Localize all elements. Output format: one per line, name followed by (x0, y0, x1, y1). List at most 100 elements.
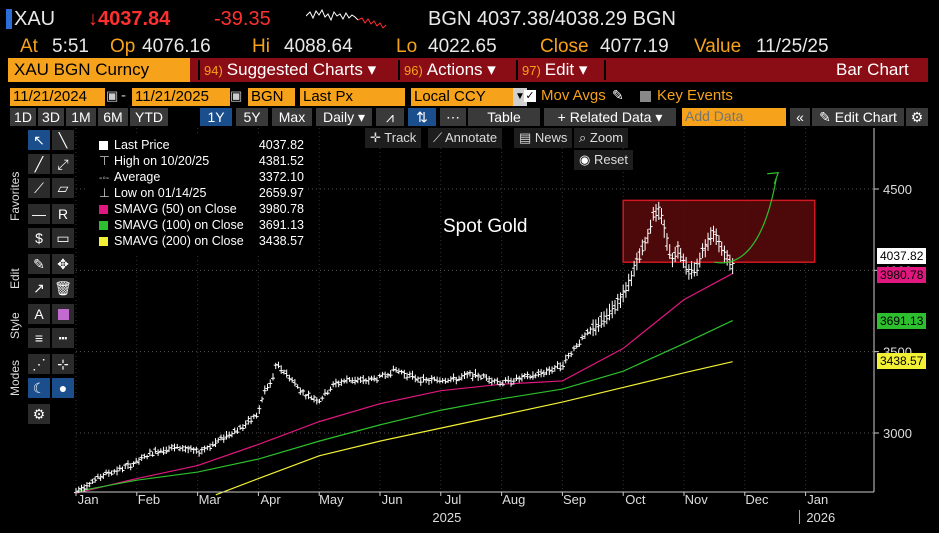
track-button[interactable]: ✛ Track (365, 128, 422, 148)
x-tick-label: Mar (199, 492, 222, 507)
x-tick-label: Oct (625, 492, 646, 507)
calendar-icon[interactable]: ▣ (230, 88, 243, 103)
period-1m[interactable]: 1M (66, 108, 96, 126)
line-width-icon[interactable]: ≡ (28, 328, 50, 348)
add-data-field[interactable] (682, 108, 786, 126)
zoom-button[interactable]: ⌕ Zoom (574, 128, 629, 148)
actions-menu[interactable]: 96) Actions ▾ (398, 58, 496, 82)
related-data-button[interactable]: + Related Data ▾ (544, 108, 676, 126)
period-5y[interactable]: 5Y (236, 108, 268, 126)
ray-tool-icon[interactable]: ⤢ (52, 154, 74, 174)
key-events-checkbox[interactable] (640, 91, 651, 102)
mov-avgs-checkbox[interactable]: ✓ (524, 90, 536, 102)
more-options-icon[interactable]: ⋯ (440, 108, 466, 126)
mov-avgs-label[interactable]: Mov Avgs (541, 87, 606, 104)
price-bar (333, 378, 338, 388)
segment-tool-icon[interactable]: ⟋ (28, 178, 50, 198)
high-marker-icon: ⊤ (99, 154, 110, 168)
settings-gear-icon[interactable]: ⚙ (906, 108, 928, 126)
source-field[interactable]: BGN (248, 88, 295, 106)
select-tool-icon[interactable]: ↗ (28, 278, 50, 298)
news-button[interactable]: ▤ News (514, 128, 573, 148)
colors-mode-icon[interactable]: ● (52, 378, 74, 398)
menu-bar: XAU BGN Curncy 94) Suggested Charts ▾ 96)… (8, 58, 928, 82)
x-year-label: 2025 (432, 510, 461, 525)
cursor-mode-icon[interactable]: ☾ (28, 378, 50, 398)
edit-chart-button[interactable]: ✎ Edit Chart (812, 108, 904, 126)
rectangle-tool-icon[interactable]: ▭ (52, 228, 74, 248)
period-3d[interactable]: 3D (38, 108, 64, 126)
line-tool-icon[interactable]: ╱ (28, 154, 50, 174)
add-data-input[interactable] (682, 108, 786, 124)
suggested-charts-menu[interactable]: 94) Suggested Charts ▾ (198, 58, 376, 82)
end-date-field[interactable]: 11/21/2025 (132, 88, 230, 106)
start-date-field[interactable]: 11/21/2024 (10, 88, 105, 106)
price-bar (164, 446, 169, 455)
period-ytd[interactable]: YTD (130, 108, 168, 126)
price-bar (347, 376, 352, 383)
legend-label: Average (114, 170, 161, 184)
collapse-icon[interactable]: « (790, 108, 810, 126)
legend-high[interactable]: ⊤ High on 10/20/25 4381.52 (85, 154, 307, 169)
legend-value: 3372.10 (258, 170, 304, 184)
period-max[interactable]: Max (272, 108, 312, 126)
legend-swatch (99, 221, 108, 230)
price-bar (399, 369, 404, 375)
price-bar (366, 376, 371, 385)
calendar-icon[interactable]: ▣ (106, 88, 119, 103)
period-1y[interactable]: 1Y (200, 108, 232, 126)
crosshair-mode-icon[interactable]: ⋰ (28, 354, 50, 374)
period-6m[interactable]: 6M (98, 108, 128, 126)
trash-icon[interactable]: 🗑 (52, 278, 74, 298)
gear-icon[interactable]: ⚙ (28, 404, 50, 424)
legend-last-price[interactable]: Last Price 4037.82 (85, 138, 307, 153)
magnet-mode-icon[interactable]: ⊹ (52, 354, 74, 374)
price-bar (295, 384, 300, 389)
price-bar (240, 424, 245, 432)
price-bar (229, 431, 234, 438)
table-button[interactable]: Table (468, 108, 540, 126)
price-bar (454, 376, 459, 385)
retracement-tool-icon[interactable]: R (52, 204, 74, 224)
pencil-icon[interactable]: ✎ (612, 87, 624, 103)
security-field[interactable]: XAU BGN Curncy (8, 58, 190, 82)
field-selector[interactable]: Last Px (300, 88, 405, 106)
period-1d[interactable]: 1D (10, 108, 36, 126)
price-bar (640, 239, 645, 256)
legend-sma-50[interactable]: SMAVG (50) on Close 3980.78 (85, 202, 307, 217)
legend-low[interactable]: ⊥ Low on 01/14/25 2659.97 (85, 186, 307, 201)
horizontal-line-icon[interactable]: — (28, 204, 50, 224)
currency-dropdown-icon[interactable]: ▼ (513, 88, 527, 106)
draw-tool-icon[interactable]: ✎ (28, 254, 50, 274)
chart-style-icon[interactable]: ⩘ (376, 108, 404, 126)
text-style-icon[interactable]: A (28, 304, 50, 324)
legend-sma-200[interactable]: SMAVG (200) on Close 3438.57 (85, 234, 307, 249)
frequency-selector[interactable]: Daily ▾ (316, 108, 372, 126)
price-bar (353, 376, 358, 385)
price-bar (372, 375, 377, 382)
bar-style-icon[interactable]: ⇅ (408, 108, 436, 126)
move-tool-icon[interactable]: ✥ (52, 254, 74, 274)
reset-button[interactable]: ◉ Reset (574, 150, 633, 170)
price-bar (279, 365, 284, 374)
channel-tool-icon[interactable]: ▱ (52, 178, 74, 198)
legend-average[interactable]: -◦- Average 3372.10 (85, 170, 307, 185)
color-swatch-icon[interactable] (52, 304, 74, 324)
chart-type-label[interactable]: Bar Chart (836, 60, 909, 79)
legend-sma-100[interactable]: SMAVG (100) on Close 3691.13 (85, 218, 307, 233)
ticker[interactable]: XAU (14, 8, 56, 30)
edit-menu[interactable]: 97) Edit ▾ (516, 58, 587, 82)
pointer-tool-icon[interactable]: ↖ (28, 130, 50, 150)
annotate-button[interactable]: ⟋ Annotate (428, 128, 503, 148)
key-events-label[interactable]: Key Events (657, 87, 733, 104)
line-style-icon[interactable]: ┅ (52, 328, 74, 348)
price-bar (659, 208, 664, 225)
price-bar (388, 370, 393, 378)
price-tool-icon[interactable]: $ (28, 228, 50, 248)
price-bar (383, 371, 388, 380)
chart-annotation[interactable]: Spot Gold (443, 216, 528, 237)
price-bar (582, 332, 587, 339)
currency-selector[interactable]: Local CCY (411, 88, 514, 106)
trendline-tool-icon[interactable]: ╲ (52, 130, 74, 150)
